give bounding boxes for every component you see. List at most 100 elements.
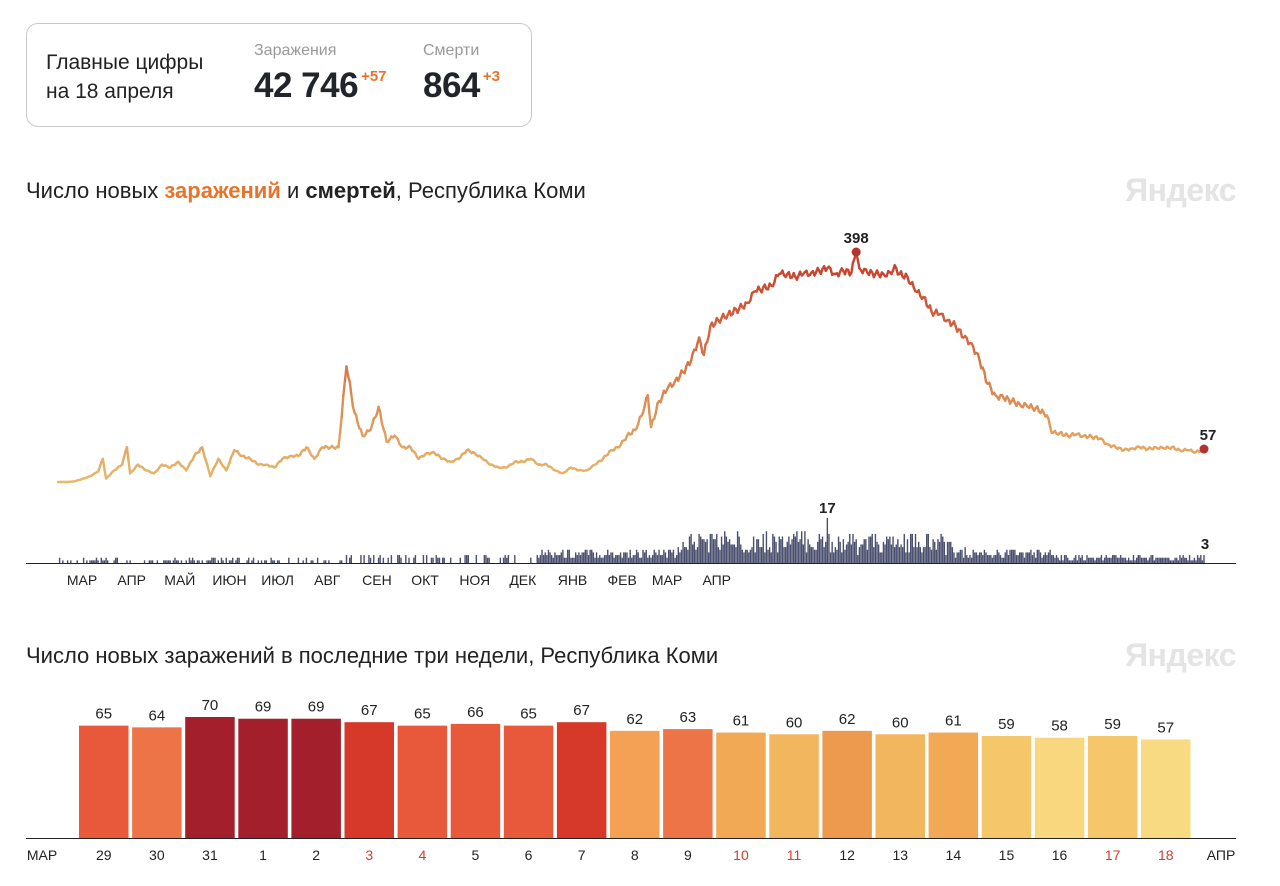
death-bar	[1137, 555, 1139, 563]
infections-line-segment	[923, 296, 928, 307]
day-tick-label: 10	[733, 847, 749, 863]
death-bar	[390, 555, 393, 563]
death-bar	[716, 533, 718, 563]
death-bar	[273, 560, 276, 563]
death-bar	[211, 557, 213, 563]
death-bar	[324, 560, 327, 563]
death-bar	[980, 552, 982, 563]
infections-line-segment	[646, 394, 651, 415]
death-bar	[76, 560, 78, 563]
death-bar	[849, 533, 851, 563]
daily-bar	[822, 730, 872, 838]
infections-line-segment	[101, 457, 106, 471]
death-bar	[1110, 557, 1112, 563]
death-bar	[1002, 557, 1005, 563]
death-bar	[1164, 557, 1167, 563]
death-bar	[541, 549, 543, 563]
death-bar	[196, 560, 199, 563]
death-bar	[94, 560, 96, 563]
death-bar	[62, 560, 64, 563]
chart1-title-infections: заражений	[164, 178, 281, 203]
month-tick-label: ФЕВ	[608, 572, 637, 588]
death-bar	[129, 560, 131, 563]
infections-delta: +57	[361, 68, 387, 85]
death-bar	[940, 533, 942, 563]
infections-line-segment	[959, 328, 964, 339]
death-bar	[1131, 560, 1133, 563]
death-bar	[648, 555, 651, 563]
death-bar	[841, 552, 843, 563]
death-bar	[643, 552, 646, 563]
death-bar	[172, 560, 175, 563]
bar-value-label: 57	[1157, 719, 1174, 736]
month-tick-label: ИЮЛ	[261, 572, 294, 588]
death-bar	[201, 560, 203, 563]
death-bar	[664, 552, 667, 563]
death-bar	[1153, 560, 1156, 563]
death-bar	[236, 557, 239, 563]
death-bar	[341, 560, 343, 563]
death-bar	[690, 533, 692, 563]
death-bar	[1047, 552, 1050, 563]
infections-line-segment	[350, 393, 355, 408]
death-bar	[238, 557, 240, 563]
death-bar	[990, 555, 992, 563]
death-bar	[942, 536, 944, 563]
death-bar	[206, 560, 208, 563]
death-bar	[387, 557, 389, 563]
death-bar	[903, 533, 905, 563]
death-bar	[683, 547, 686, 563]
death-bar	[600, 557, 603, 563]
death-bar	[1113, 555, 1115, 563]
death-bar	[542, 555, 545, 563]
death-bar	[579, 555, 582, 563]
month-tick-label: ИЮН	[212, 572, 246, 588]
peak-point	[851, 247, 861, 257]
death-bar	[397, 555, 399, 563]
death-bar	[1144, 557, 1146, 563]
infections-line-segment	[983, 371, 988, 384]
death-bar	[578, 552, 580, 563]
death-bar	[842, 539, 845, 563]
death-bar	[369, 557, 372, 563]
death-bar	[105, 557, 107, 563]
death-bar	[1147, 560, 1149, 563]
death-bar	[831, 541, 833, 563]
death-bar	[738, 536, 740, 563]
yandex-watermark-2: Яндекс	[1125, 637, 1236, 673]
death-bar	[1121, 557, 1123, 563]
death-bar	[916, 547, 918, 563]
death-bar	[377, 557, 380, 563]
death-bar	[954, 557, 957, 563]
death-bar	[1087, 557, 1090, 563]
death-bar	[619, 552, 622, 563]
death-bar	[722, 544, 724, 563]
death-bar	[1043, 555, 1045, 563]
death-bar	[818, 533, 821, 563]
death-bar	[555, 555, 558, 563]
death-bar	[651, 555, 654, 563]
death-bar	[188, 557, 191, 563]
death-bar	[264, 560, 266, 563]
death-bar	[1026, 552, 1029, 563]
death-bar	[741, 549, 744, 563]
death-bar	[974, 552, 976, 563]
chart1-title-part1: Число новых	[26, 178, 165, 203]
death-bar	[770, 552, 772, 563]
death-bar	[246, 560, 248, 563]
death-bar	[820, 539, 822, 563]
death-bar	[599, 555, 601, 563]
death-bar	[1071, 560, 1074, 563]
day-tick-label: 5	[472, 847, 480, 863]
death-bar	[575, 552, 577, 563]
summary-title: Главные цифры на 18 апреля	[46, 48, 203, 106]
yandex-watermark-1: Яндекс	[1125, 172, 1236, 208]
death-bar	[1044, 552, 1047, 563]
last-label: 57	[1200, 427, 1217, 444]
death-bar	[962, 557, 965, 563]
death-bar	[983, 549, 986, 563]
death-bar	[885, 536, 888, 563]
death-bar	[605, 555, 607, 563]
death-bar	[1041, 557, 1043, 563]
death-bar	[693, 541, 696, 563]
